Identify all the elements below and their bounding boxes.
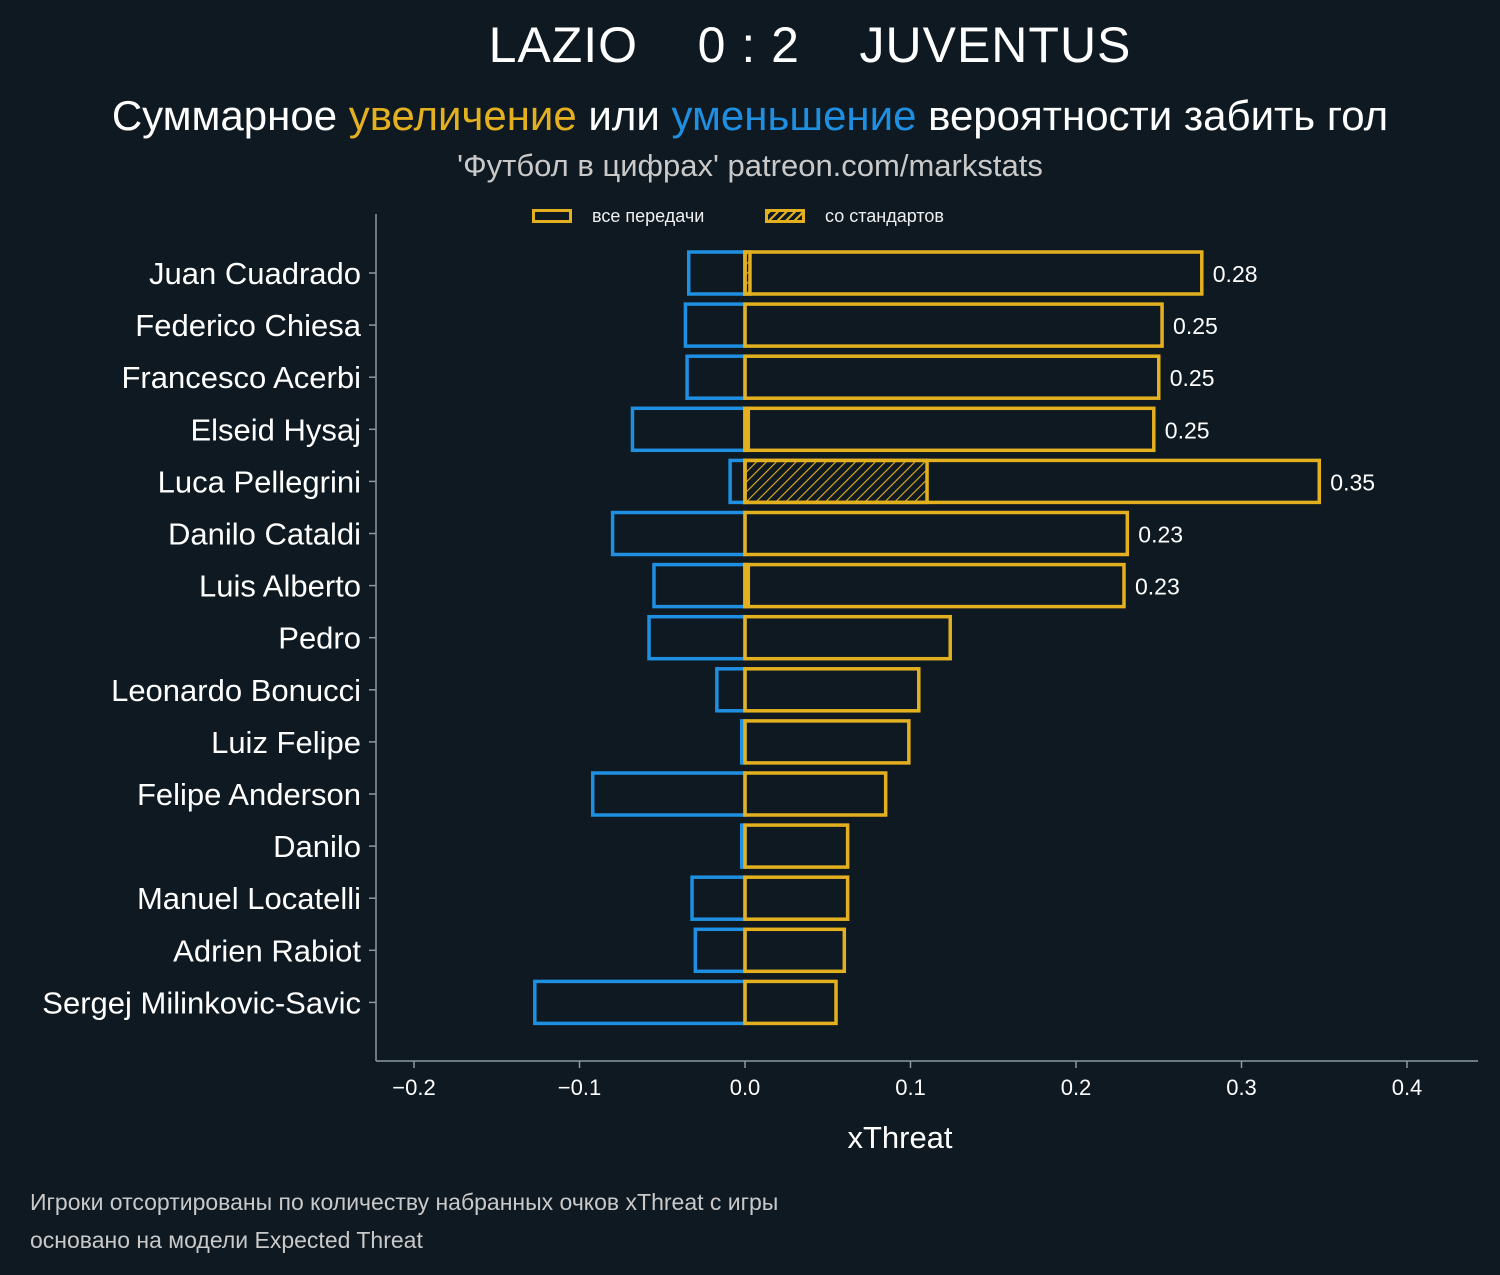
player-name-label: Federico Chiesa: [135, 308, 361, 343]
player-name-label: Leonardo Bonucci: [111, 673, 361, 708]
positive-bar: [743, 562, 1126, 609]
player-name-label: Pedro: [278, 621, 361, 656]
subtitle-increase-word: увеличение: [348, 92, 577, 139]
legend-label-set-pieces: со стандартов: [825, 206, 944, 226]
subtitle-part-2: или: [576, 92, 672, 139]
player-name-label: Felipe Anderson: [137, 777, 361, 812]
x-tick-label: 0.4: [1392, 1075, 1423, 1100]
player-name-label: Luiz Felipe: [211, 725, 361, 760]
negative-bar: [715, 667, 747, 713]
negative-bar: [728, 458, 747, 505]
positive-bar: [743, 875, 850, 921]
subtitle-part-3: вероятности забить гол: [916, 92, 1389, 139]
negative-bar: [647, 614, 747, 661]
positive-bar: [743, 771, 888, 817]
negative-bar: [533, 979, 747, 1026]
subtitle-decrease-word: уменьшение: [671, 92, 917, 139]
player-name-label: Manuel Locatelli: [137, 881, 361, 916]
negative-bar: [610, 510, 747, 557]
positive-bar: [743, 354, 1161, 400]
footnote-model: основано на модели Expected Threat: [30, 1227, 423, 1253]
negative-bar: [630, 406, 747, 453]
set-piece-bar: [743, 562, 751, 609]
negative-bar: [652, 562, 747, 609]
player-name-label: Adrien Rabiot: [173, 933, 361, 968]
player-name-label: Elseid Hysaj: [190, 412, 361, 447]
chart-labels: Juan Cuadrado 0.28 Federico Chiesa 0.25 Fran…: [42, 256, 1375, 1020]
set-piece-bar: [743, 406, 751, 453]
bar-value-label: 0.23: [1138, 522, 1183, 548]
legend-swatch-outline: [532, 209, 572, 223]
player-name-label: Danilo Cataldi: [168, 517, 361, 552]
bar-value-label: 0.25: [1165, 417, 1210, 443]
legend-swatch-hatched: [765, 209, 805, 223]
player-name-label: Luca Pellegrini: [158, 464, 361, 499]
chart-bars: [533, 250, 1322, 1026]
positive-bar: [743, 614, 952, 661]
x-tick-label: −0.1: [558, 1075, 601, 1100]
set-piece-bar: [743, 250, 752, 296]
chart-axes: −0.2 −0.1 0.0 0.1 0.2 0.3 0.4 xThreat: [369, 214, 1478, 1155]
subtitle-part-1: Суммарное: [111, 92, 349, 139]
x-tick-label: 0.0: [730, 1075, 761, 1100]
bar-value-label: 0.25: [1170, 365, 1215, 391]
negative-bar: [690, 875, 747, 921]
positive-bar: [743, 302, 1164, 348]
bar-value-label: 0.25: [1173, 313, 1218, 339]
positive-bar: [743, 250, 1204, 296]
x-tick-label: 0.2: [1061, 1075, 1092, 1100]
bar-value-label: 0.35: [1330, 469, 1375, 495]
player-name-label: Francesco Acerbi: [122, 360, 362, 395]
x-tick-label: −0.2: [392, 1075, 435, 1100]
negative-bar: [693, 927, 747, 974]
x-tick-label: 0.3: [1226, 1075, 1257, 1100]
positive-bar: [743, 667, 921, 713]
negative-bar: [686, 250, 747, 296]
positive-bar: [743, 979, 838, 1026]
player-name-label: Danilo: [273, 829, 361, 864]
negative-bar: [590, 771, 747, 817]
negative-bar: [683, 302, 747, 348]
source-credit: 'Футбол в цифрах' patreon.com/markstats: [457, 148, 1043, 183]
positive-bar: [743, 510, 1130, 557]
negative-bar: [685, 354, 747, 400]
footnote-sorting: Игроки отсортированы по количеству набра…: [30, 1189, 779, 1215]
player-name-label: Juan Cuadrado: [149, 256, 361, 291]
positive-bar: [743, 406, 1156, 453]
x-axis-label: xThreat: [847, 1120, 952, 1155]
legend-label-all-passes: все передачи: [592, 206, 705, 226]
bar-value-label: 0.23: [1135, 574, 1180, 600]
player-name-label: Luis Alberto: [199, 569, 361, 604]
bar-value-label: 0.28: [1213, 261, 1258, 287]
match-title: LAZIO 0 : 2 JUVENTUS: [488, 17, 1132, 73]
chart-subtitle: Суммарное увеличение или уменьшение веро…: [0, 92, 1500, 140]
x-tick-label: 0.1: [895, 1075, 926, 1100]
positive-bar: [743, 823, 850, 869]
positive-bar: [743, 719, 911, 765]
player-name-label: Sergej Milinkovic-Savic: [42, 985, 361, 1020]
set-piece-bar: [743, 458, 929, 505]
positive-bar: [743, 927, 847, 974]
